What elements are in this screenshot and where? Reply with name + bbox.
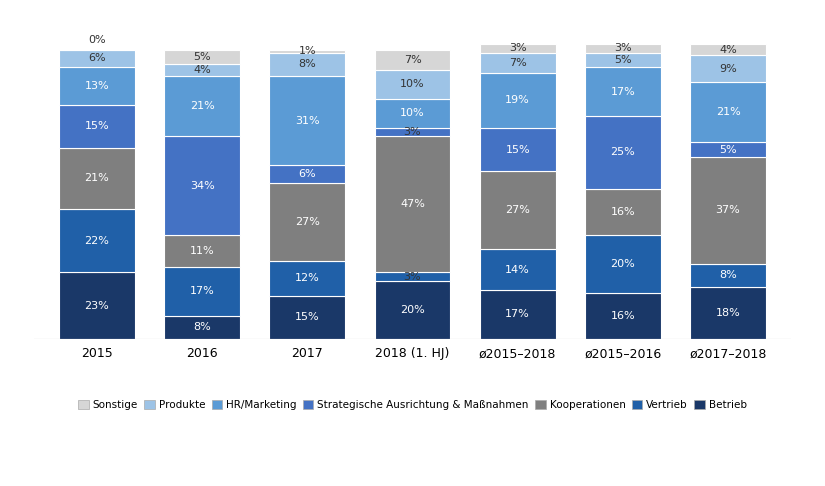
Bar: [270, 295, 345, 339]
Text: 21%: 21%: [85, 174, 110, 183]
Legend: Sonstige, Produkte, HR/Marketing, Strategische Ausrichtung & Maßnahmen, Kooperat: Sonstige, Produkte, HR/Marketing, Strate…: [74, 396, 751, 415]
Bar: [585, 67, 661, 116]
Bar: [375, 137, 450, 273]
Bar: [691, 44, 766, 55]
Text: 5%: 5%: [719, 144, 737, 155]
Text: 10%: 10%: [400, 108, 425, 119]
Bar: [691, 287, 766, 339]
Text: 15%: 15%: [506, 144, 530, 155]
Text: 11%: 11%: [190, 246, 214, 256]
Bar: [375, 281, 450, 339]
Text: 5%: 5%: [193, 52, 211, 62]
Bar: [585, 44, 661, 52]
Text: 14%: 14%: [505, 264, 530, 275]
Text: 8%: 8%: [299, 59, 316, 69]
Text: 22%: 22%: [84, 236, 110, 245]
Text: 20%: 20%: [610, 259, 635, 269]
Bar: [480, 171, 555, 249]
Text: 6%: 6%: [88, 53, 106, 63]
Bar: [375, 273, 450, 281]
Text: 37%: 37%: [715, 205, 740, 215]
Bar: [164, 267, 240, 316]
Text: 0%: 0%: [88, 35, 106, 45]
Text: 3%: 3%: [403, 272, 422, 282]
Text: 13%: 13%: [85, 81, 109, 91]
Bar: [59, 67, 134, 104]
Bar: [270, 183, 345, 261]
Bar: [164, 50, 240, 64]
Text: 23%: 23%: [85, 301, 110, 311]
Bar: [59, 148, 134, 209]
Bar: [59, 104, 134, 148]
Bar: [164, 137, 240, 235]
Bar: [164, 235, 240, 267]
Text: 12%: 12%: [295, 273, 320, 283]
Text: 16%: 16%: [610, 207, 635, 217]
Text: 47%: 47%: [400, 199, 425, 209]
Text: 20%: 20%: [400, 305, 425, 315]
Bar: [480, 52, 555, 73]
Bar: [480, 44, 555, 52]
Bar: [691, 55, 766, 82]
Text: 1%: 1%: [299, 46, 316, 56]
Bar: [480, 73, 555, 128]
Text: 17%: 17%: [610, 87, 635, 97]
Text: 19%: 19%: [505, 95, 530, 105]
Text: 15%: 15%: [85, 122, 109, 131]
Bar: [691, 82, 766, 142]
Bar: [59, 209, 134, 273]
Bar: [375, 70, 450, 99]
Text: 15%: 15%: [295, 312, 319, 322]
Bar: [585, 293, 661, 339]
Text: 8%: 8%: [719, 270, 737, 280]
Bar: [164, 316, 240, 339]
Text: 4%: 4%: [719, 45, 737, 55]
Text: 21%: 21%: [190, 101, 214, 111]
Bar: [164, 64, 240, 76]
Text: 3%: 3%: [509, 43, 526, 53]
Text: 27%: 27%: [295, 217, 320, 227]
Bar: [270, 165, 345, 183]
Bar: [480, 290, 555, 339]
Bar: [270, 261, 345, 295]
Bar: [375, 99, 450, 128]
Bar: [691, 264, 766, 287]
Bar: [270, 76, 345, 165]
Text: 3%: 3%: [403, 127, 422, 137]
Text: 5%: 5%: [614, 55, 632, 65]
Text: 6%: 6%: [299, 169, 316, 179]
Bar: [480, 128, 555, 171]
Text: 31%: 31%: [295, 116, 319, 125]
Bar: [270, 50, 345, 52]
Text: 9%: 9%: [719, 64, 737, 73]
Bar: [375, 128, 450, 137]
Text: 34%: 34%: [190, 181, 214, 191]
Text: 16%: 16%: [610, 311, 635, 321]
Bar: [585, 116, 661, 189]
Text: 7%: 7%: [509, 58, 526, 68]
Bar: [375, 50, 450, 70]
Bar: [480, 249, 555, 290]
Text: 18%: 18%: [715, 308, 740, 318]
Bar: [585, 189, 661, 235]
Text: 7%: 7%: [403, 55, 422, 65]
Bar: [585, 52, 661, 67]
Text: 21%: 21%: [715, 107, 740, 117]
Bar: [691, 157, 766, 264]
Bar: [585, 235, 661, 293]
Text: 17%: 17%: [505, 310, 530, 319]
Bar: [164, 76, 240, 137]
Text: 3%: 3%: [614, 43, 632, 53]
Text: 27%: 27%: [505, 205, 530, 215]
Text: 10%: 10%: [400, 79, 425, 89]
Text: 4%: 4%: [193, 65, 211, 75]
Text: 8%: 8%: [193, 322, 211, 332]
Bar: [691, 142, 766, 157]
Text: 17%: 17%: [190, 286, 214, 296]
Text: 25%: 25%: [610, 147, 635, 157]
Bar: [59, 273, 134, 339]
Bar: [270, 52, 345, 76]
Bar: [59, 50, 134, 67]
